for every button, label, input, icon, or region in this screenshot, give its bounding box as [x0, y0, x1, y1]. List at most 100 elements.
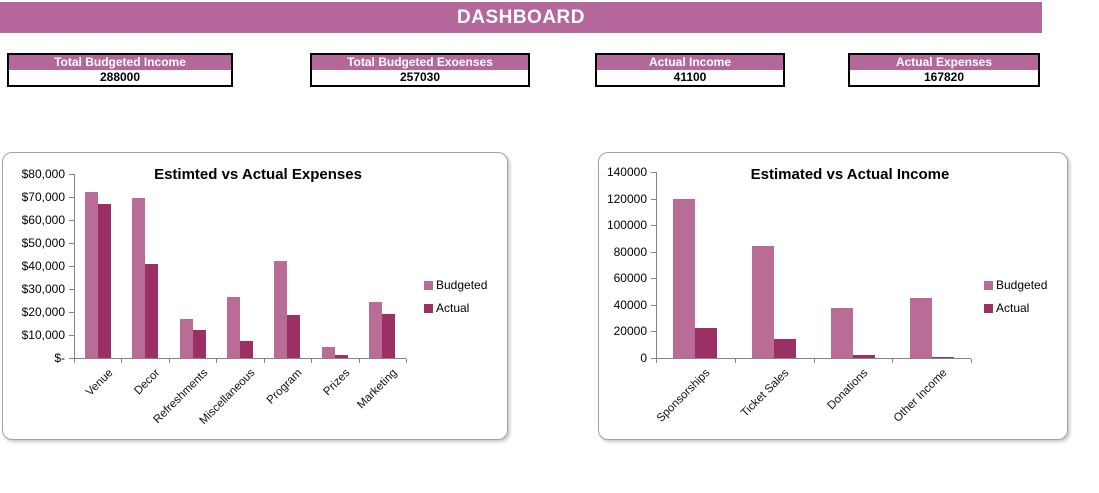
y-axis-tick-label: 80000: [613, 245, 647, 259]
y-axis-tick-label: 100000: [606, 218, 647, 232]
kpi-value: 41100: [673, 70, 707, 84]
x-axis-category-label: Venue: [83, 367, 116, 399]
x-axis-line: [74, 358, 406, 359]
bar-budgeted-venue: [85, 192, 98, 358]
y-axis-tick-label: $70,000: [21, 190, 65, 204]
bar-budgeted-program: [274, 261, 287, 358]
bar-actual-miscellaneous: [240, 341, 253, 358]
kpi-label: Total Budgeted Exoenses: [312, 55, 528, 70]
y-axis-tick-label: $30,000: [21, 282, 65, 296]
dashboard-banner: DASHBOARD: [0, 2, 1042, 33]
chart-legend: Budgeted Actual: [984, 278, 1047, 324]
y-axis-tick-label: 60000: [613, 271, 647, 285]
y-axis-tick-label: 20000: [613, 324, 647, 338]
y-axis-tick-label: $50,000: [21, 236, 65, 250]
legend-label: Budgeted: [996, 278, 1048, 292]
x-tick-mark: [406, 359, 407, 363]
x-tick-mark: [169, 359, 170, 363]
x-axis-category-label: Marketing: [355, 367, 400, 412]
bar-actual-program: [287, 315, 300, 358]
y-tick-mark: [69, 289, 74, 290]
legend-item-budgeted: Budgeted: [984, 278, 1047, 292]
kpi-value: 257030: [399, 70, 441, 84]
y-tick-mark: [651, 331, 656, 332]
y-tick-mark: [651, 358, 656, 359]
x-axis-category-label: Program: [264, 367, 305, 407]
legend-swatch-icon: [984, 303, 993, 313]
kpi-actual-expenses: Actual Expenses 167820: [848, 53, 1040, 87]
kpi-total-budgeted-income: Total Budgeted Income 288000: [7, 53, 233, 87]
y-tick-mark: [651, 305, 656, 306]
kpi-label: Total Budgeted Income: [9, 55, 231, 70]
bar-budgeted-prizes: [322, 347, 335, 358]
kpi-total-budgeted-expenses: Total Budgeted Exoenses 257030: [310, 53, 530, 87]
y-axis-line: [74, 174, 75, 359]
page-title: DASHBOARD: [457, 7, 585, 28]
x-tick-mark: [216, 359, 217, 363]
bar-actual-sponsorships: [695, 328, 717, 358]
y-tick-mark: [69, 335, 74, 336]
y-axis-tick-label: $20,000: [21, 305, 65, 319]
legend-label: Actual: [996, 301, 1030, 315]
legend-item-actual: Actual: [424, 301, 487, 315]
legend-swatch-icon: [424, 303, 433, 313]
x-tick-mark: [74, 359, 75, 363]
legend-label: Actual: [436, 301, 470, 315]
bar-actual-ticket-sales: [774, 339, 796, 358]
x-tick-mark: [735, 359, 736, 363]
x-tick-mark: [311, 359, 312, 363]
bar-budgeted-other-income: [910, 298, 932, 358]
chart-title: Estimated vs Actual Income: [750, 166, 950, 183]
y-axis-line: [656, 172, 657, 359]
x-tick-mark: [971, 359, 972, 363]
y-tick-mark: [69, 312, 74, 313]
bar-budgeted-ticket-sales: [752, 246, 774, 358]
bar-actual-decor: [145, 264, 158, 358]
y-tick-mark: [651, 252, 656, 253]
x-axis-category-label: Decor: [132, 367, 163, 398]
legend-swatch-icon: [984, 280, 993, 290]
y-axis-tick-label: $-: [54, 351, 65, 365]
x-axis-category-label: Prizes: [321, 367, 353, 399]
y-tick-mark: [651, 278, 656, 279]
y-tick-mark: [69, 220, 74, 221]
y-tick-mark: [651, 172, 656, 173]
bar-actual-venue: [98, 204, 111, 358]
bar-budgeted-sponsorships: [673, 199, 695, 358]
chart-title: Estimted vs Actual Expenses: [154, 166, 362, 183]
y-axis-tick-label: $60,000: [21, 213, 65, 227]
legend-item-budgeted: Budgeted: [424, 278, 487, 292]
x-axis-category-label: Refreshments: [151, 367, 211, 427]
x-tick-mark: [264, 359, 265, 363]
legend-item-actual: Actual: [984, 301, 1047, 315]
y-axis-tick-label: 140000: [606, 165, 647, 179]
kpi-actual-income: Actual Income 41100: [595, 53, 785, 87]
y-tick-mark: [69, 358, 74, 359]
legend-swatch-icon: [424, 280, 433, 290]
chart-legend: Budgeted Actual: [424, 278, 487, 324]
bar-budgeted-decor: [132, 198, 145, 358]
y-tick-mark: [651, 199, 656, 200]
y-axis-tick-label: $10,000: [21, 328, 65, 342]
y-axis-tick-label: 120000: [606, 192, 647, 206]
y-tick-mark: [69, 266, 74, 267]
bar-budgeted-refreshments: [180, 319, 193, 358]
y-axis-tick-label: $40,000: [21, 259, 65, 273]
bar-actual-marketing: [382, 314, 395, 358]
bar-actual-prizes: [335, 355, 348, 358]
legend-label: Budgeted: [436, 278, 488, 292]
kpi-label: Actual Income: [597, 55, 783, 70]
income-chart-panel: Estimated vs Actual Income 0 20000 40000 600…: [598, 152, 1068, 440]
x-tick-mark: [656, 359, 657, 363]
x-axis-line: [656, 358, 971, 359]
kpi-value: 288000: [99, 70, 141, 84]
x-tick-mark: [359, 359, 360, 363]
x-tick-mark: [892, 359, 893, 363]
y-tick-mark: [69, 197, 74, 198]
bar-budgeted-miscellaneous: [227, 297, 240, 358]
bar-actual-refreshments: [193, 330, 206, 358]
bar-budgeted-marketing: [369, 302, 382, 358]
kpi-label: Actual Expenses: [850, 55, 1038, 70]
y-axis-tick-label: 0: [640, 351, 647, 365]
